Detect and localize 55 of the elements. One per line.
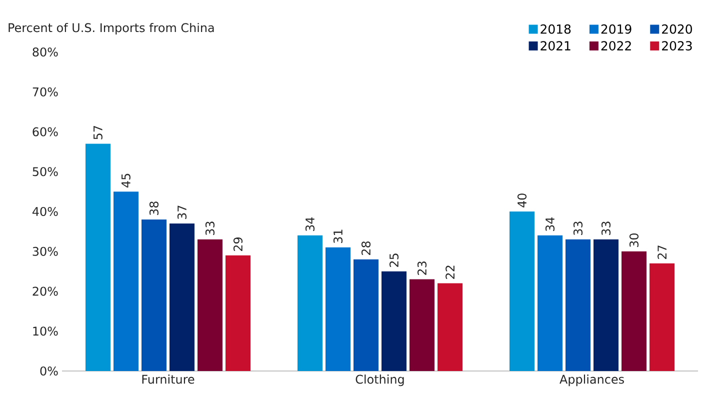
bar [650, 263, 675, 371]
data-label: 33 [601, 222, 611, 235]
y-tick-label: 10% [33, 326, 58, 336]
bar [594, 239, 619, 371]
bar [298, 235, 323, 371]
x-tick-label: Furniture [142, 374, 194, 384]
data-label: 30 [629, 233, 639, 247]
bar [198, 239, 222, 371]
legend-label: 2018 [540, 24, 571, 34]
bar [566, 239, 591, 371]
y-tick-label: 30% [32, 246, 58, 256]
y-tick-label: 50% [32, 167, 58, 176]
data-label: 23 [417, 262, 427, 275]
bar [226, 255, 251, 371]
bar [510, 212, 535, 371]
bar [538, 235, 563, 371]
data-label: 40 [517, 194, 527, 208]
data-label: 29 [233, 237, 243, 251]
data-label: 27 [658, 246, 666, 259]
data-label: 25 [389, 254, 399, 267]
bar [114, 192, 138, 371]
chart-title: Percent of U.S. Imports from China [8, 22, 214, 34]
bar [142, 219, 166, 371]
y-tick-label: 40% [32, 206, 58, 216]
legend-label: 2019 [601, 24, 632, 34]
bar [354, 259, 379, 371]
bar [622, 251, 647, 371]
bar [410, 279, 435, 371]
data-label: 33 [573, 222, 583, 235]
bar [382, 271, 407, 371]
data-label: 22 [446, 266, 454, 279]
legend-label: 2022 [601, 41, 631, 50]
legend-label: 2021 [540, 41, 570, 50]
y-tick-label: 20% [32, 286, 58, 296]
bar [326, 247, 351, 371]
data-label: 34 [305, 217, 315, 231]
data-label: 37 [177, 206, 187, 220]
y-tick-label: 0% [40, 366, 58, 376]
legend-label: 2023 [662, 41, 692, 50]
bar [438, 283, 463, 371]
y-tick-label: 60% [32, 127, 58, 136]
data-label: 57 [94, 126, 102, 140]
data-label: 28 [361, 241, 371, 255]
data-label: 45 [122, 174, 130, 188]
data-label: 33 [205, 222, 215, 235]
x-tick-label: Appliances [560, 374, 624, 386]
bar [170, 223, 194, 371]
data-label: 34 [545, 217, 555, 231]
legend-label: 2020 [662, 24, 692, 34]
data-label: 31 [333, 230, 343, 243]
data-label: 38 [149, 202, 159, 216]
x-tick-label: Clothing [356, 374, 404, 386]
bar [86, 144, 110, 371]
y-tick-label: 80% [32, 47, 58, 57]
y-tick-label: 70% [32, 87, 58, 96]
